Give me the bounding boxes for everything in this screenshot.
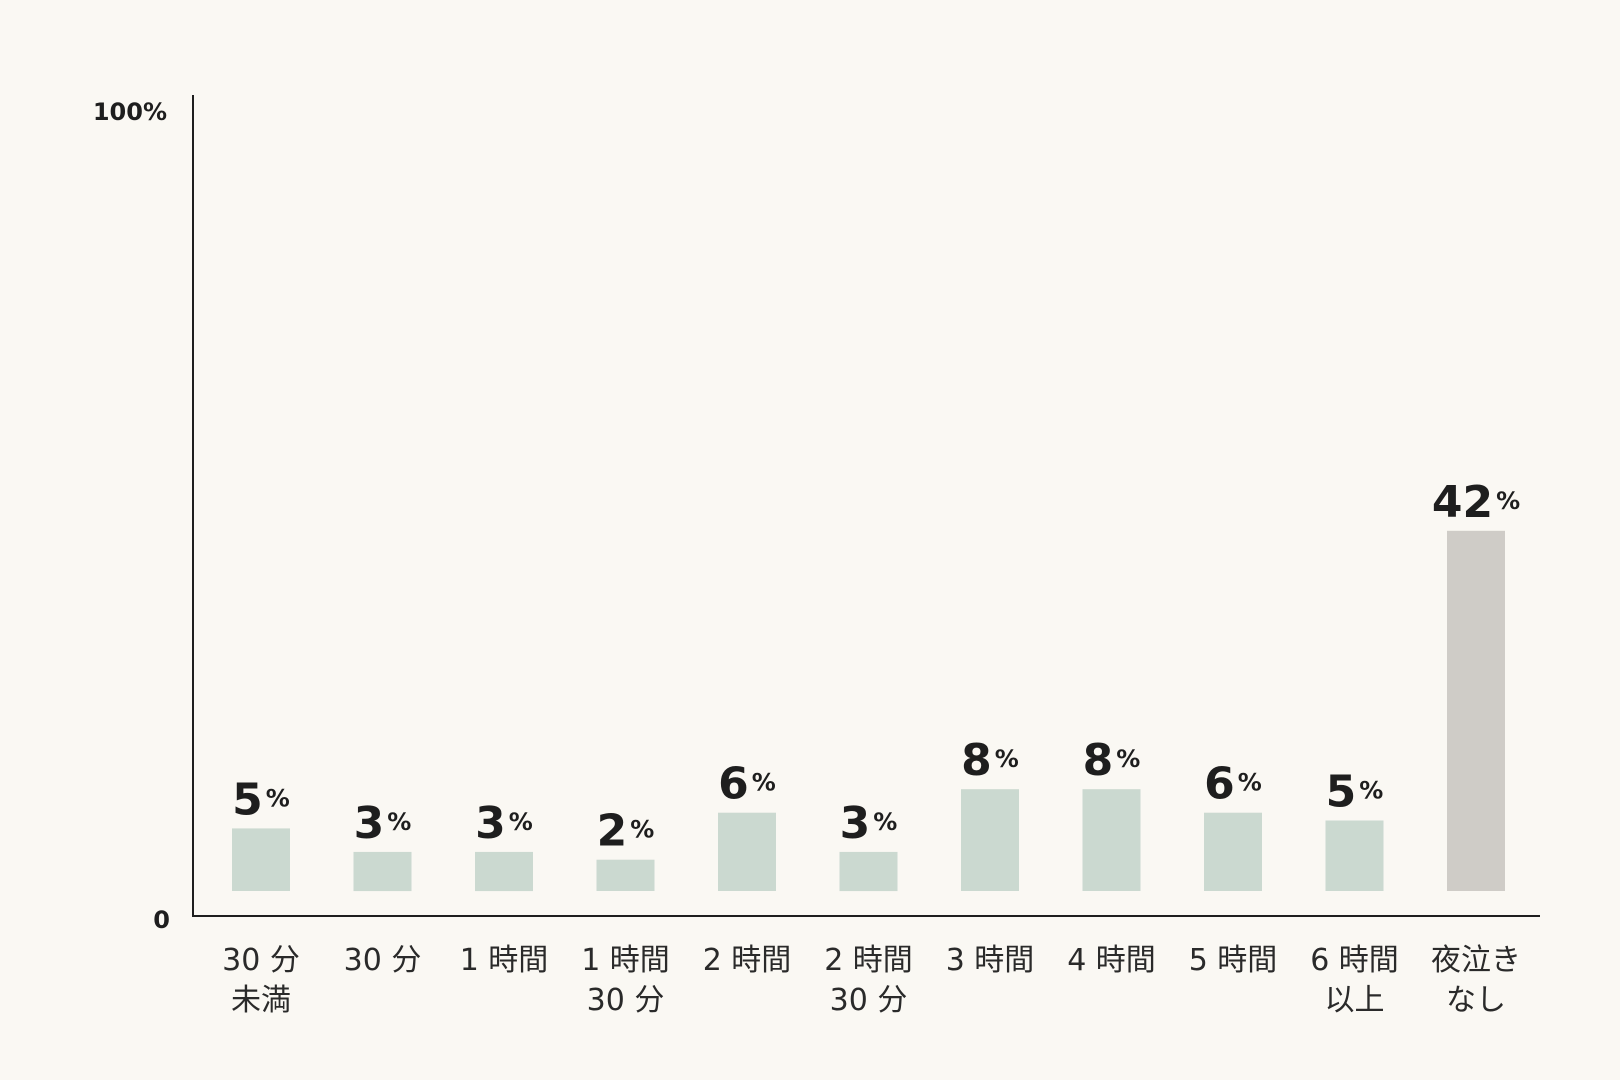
bar-4 xyxy=(718,812,776,891)
value-label-5: 3% xyxy=(840,798,898,849)
category-label-3-line-0: 1 時間 xyxy=(581,943,670,978)
value-label-6: 8% xyxy=(961,735,1019,786)
category-label-1-line-0: 30 分 xyxy=(344,943,422,978)
bar-9 xyxy=(1325,820,1384,891)
category-label-3-line-1: 30 分 xyxy=(587,983,665,1018)
value-label-unit: % xyxy=(995,745,1019,773)
value-label-unit: % xyxy=(387,808,411,836)
category-label-10-line-0: 夜泣き xyxy=(1431,943,1521,978)
value-label-unit: % xyxy=(1238,769,1262,797)
value-label-number: 6 xyxy=(1204,759,1235,810)
value-label-number: 8 xyxy=(1083,735,1114,786)
value-label-unit: % xyxy=(509,808,533,836)
value-label-unit: % xyxy=(630,816,654,844)
category-label-9-line-0: 6 時間 xyxy=(1310,943,1399,978)
category-label-0-line-0: 30 分 xyxy=(222,943,300,978)
value-label-9: 5% xyxy=(1326,767,1384,818)
value-label-1: 3% xyxy=(354,798,412,849)
value-label-unit: % xyxy=(266,784,290,812)
value-label-4: 6% xyxy=(718,759,776,810)
bar-1 xyxy=(353,851,412,892)
value-label-3: 2% xyxy=(597,806,655,857)
value-label-unit: % xyxy=(873,808,897,836)
value-label-7: 8% xyxy=(1083,735,1141,786)
value-label-10: 42% xyxy=(1432,477,1520,528)
bar-2 xyxy=(475,851,533,892)
bar-7 xyxy=(1082,789,1141,891)
category-label-0-line-1: 未満 xyxy=(231,983,291,1018)
category-label-7-line-0: 4 時間 xyxy=(1067,943,1156,978)
value-label-number: 5 xyxy=(232,774,263,825)
category-label-5-line-1: 30 分 xyxy=(830,983,908,1018)
y-tick-zero: 0 xyxy=(153,906,170,934)
category-label-4-line-0: 2 時間 xyxy=(703,943,792,978)
category-label-8-line-0: 5 時間 xyxy=(1189,943,1278,978)
category-label-10-line-1: なし xyxy=(1446,983,1506,1018)
value-label-number: 6 xyxy=(718,759,749,810)
value-label-number: 42 xyxy=(1432,477,1493,528)
value-label-8: 6% xyxy=(1204,759,1262,810)
y-tick-max: 100% xyxy=(93,98,167,126)
bar-0 xyxy=(232,828,290,891)
bar-6 xyxy=(961,789,1019,891)
bar-3 xyxy=(596,859,655,891)
value-label-number: 8 xyxy=(961,735,992,786)
bar-10 xyxy=(1447,530,1505,891)
value-label-number: 2 xyxy=(597,806,628,857)
bar-5 xyxy=(839,851,898,892)
value-label-number: 3 xyxy=(840,798,871,849)
category-label-6-line-0: 3 時間 xyxy=(946,943,1035,978)
value-label-2: 3% xyxy=(475,798,533,849)
bars-group xyxy=(232,530,1505,892)
category-label-9-line-1: 以上 xyxy=(1325,983,1385,1018)
value-label-unit: % xyxy=(1359,777,1383,805)
value-label-number: 5 xyxy=(1326,767,1357,818)
value-label-number: 3 xyxy=(475,798,506,849)
value-label-unit: % xyxy=(1496,487,1520,515)
value-label-number: 3 xyxy=(354,798,385,849)
value-label-unit: % xyxy=(1116,745,1140,773)
category-label-5-line-0: 2 時間 xyxy=(824,943,913,978)
value-label-0: 5% xyxy=(232,774,290,825)
bar-8 xyxy=(1204,812,1262,891)
value-label-unit: % xyxy=(752,769,776,797)
category-label-2-line-0: 1 時間 xyxy=(460,943,549,978)
value-labels-group: 5% 3% 3% 2 %6 %3 %8% 8% 6% 5 %42% xyxy=(232,477,1520,857)
